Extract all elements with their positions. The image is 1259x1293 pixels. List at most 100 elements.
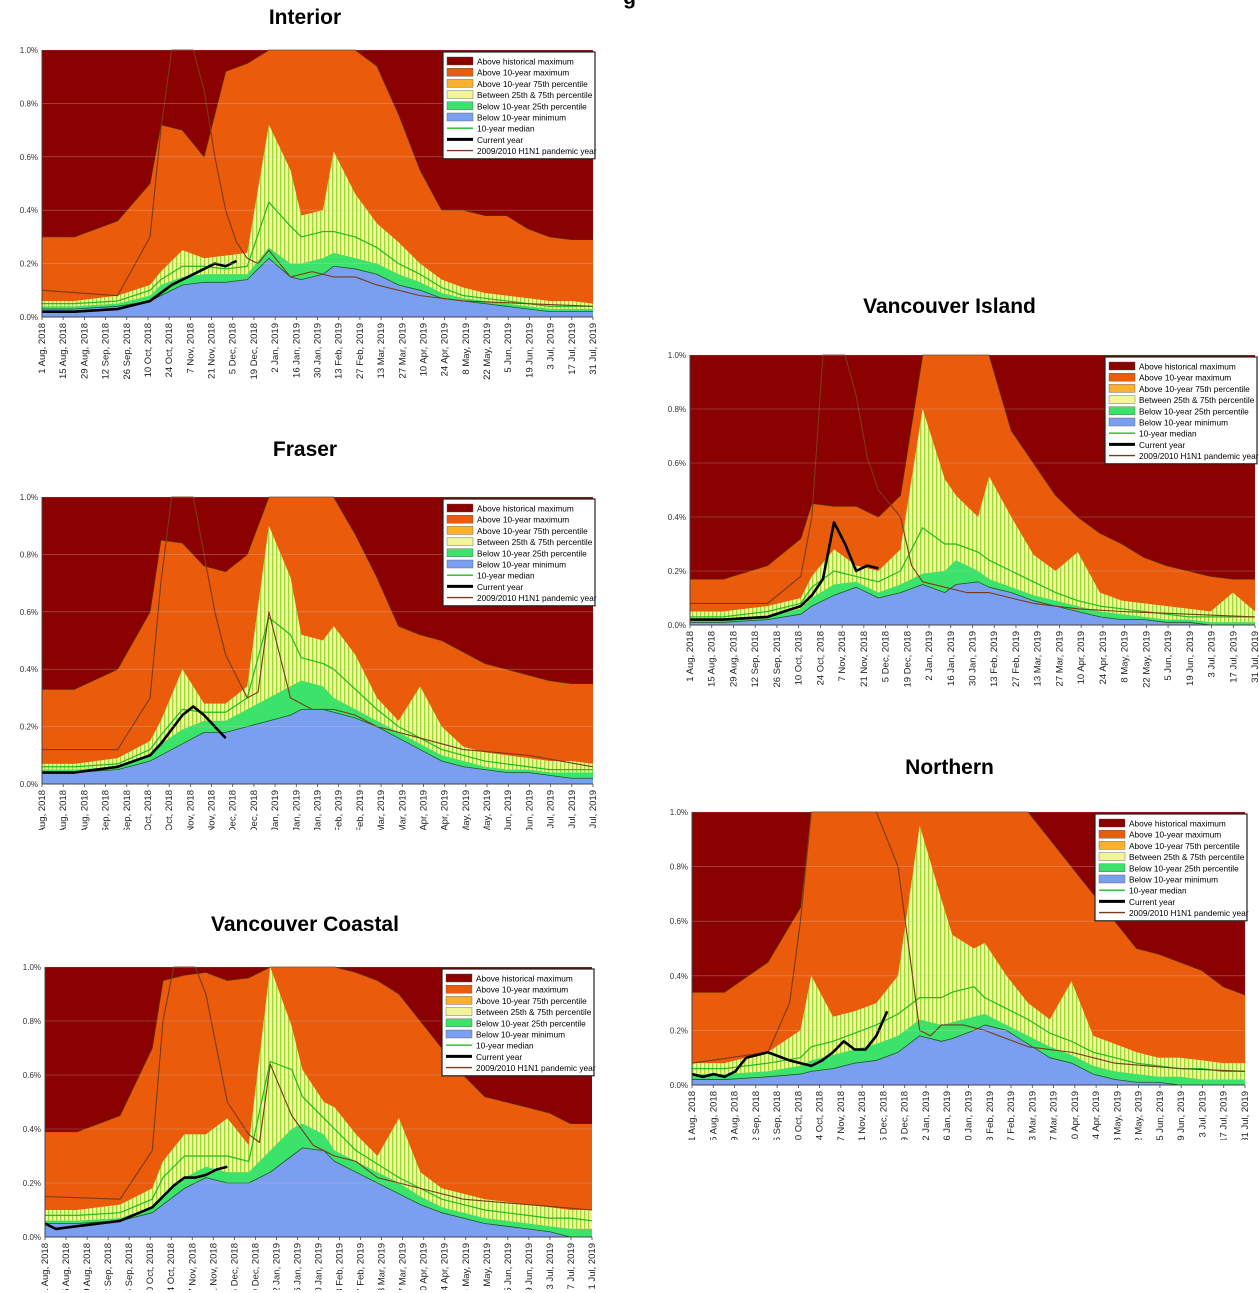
x-tick-label: 13 Mar, 2019 [376,790,387,830]
x-tick-label: 8 May, 2019 [1112,1091,1123,1140]
x-tick-label: 19 Dec, 2018 [249,323,260,380]
x-tick-label: 10 Apr, 2019 [1076,631,1087,684]
x-tick-label: 8 May, 2019 [461,323,472,375]
x-tick-label: 17 Jul, 2019 [567,323,578,375]
legend-swatch-p75 [446,526,474,535]
legend-label-hist: Above historical maximum [477,57,574,67]
band-below-25th-percentile [42,247,593,312]
x-tick-label: 24 Oct, 2018 [164,323,175,377]
band-between-25th-75th [692,825,1245,1080]
y-tick-label: 0.0% [668,621,686,630]
x-tick-label: 10 Oct, 2018 [793,1091,804,1140]
x-tick-label: 13 Feb, 2019 [334,323,345,379]
x-tick-label: 12 Sep, 2018 [751,1091,762,1140]
x-tick-label: 29 Aug, 2018 [79,790,90,830]
legend-swatch-p75 [1098,841,1126,850]
legend-swatch-min10 [1108,417,1136,427]
legend-swatch-iqr [1108,395,1136,404]
x-tick-label: 2 Jan, 2019 [270,790,281,830]
panel-vancouver-island: Vancouver Island 0.0% 0.2% 0.4% 0.6% 0.8% 1.0… [640,290,1259,690]
x-tick-label: 16 Jan, 2019 [292,1243,303,1290]
x-tick-label: 22 May, 2019 [482,1243,493,1290]
legend-label-hist: Above historical maximum [1129,819,1226,829]
y-tick-label: 0.2% [20,260,38,269]
chart-title: Northern [905,756,994,779]
legend-label-current: Current year [1129,897,1175,907]
x-tick-label: 10 Oct, 2018 [143,790,154,830]
page-title-fragment: g [0,0,1259,10]
x-tick-label: 19 Jun, 2019 [1176,1091,1187,1140]
x-tick-label: 10 Apr, 2019 [1070,1091,1081,1140]
legend-swatch-p75 [446,79,474,88]
x-tick-label: 13 Mar, 2019 [1033,631,1044,686]
x-tick-label: 7 Nov, 2018 [836,1091,847,1140]
legend-label-median: 10-year median [476,1041,534,1051]
x-tick-label: 19 Dec, 2018 [902,631,913,688]
legend-label-p25: Below 10-year 25th percentile [1129,863,1239,873]
x-tick-label: 12 Sep, 2018 [101,323,112,380]
y-tick-label: 0.6% [670,917,688,926]
x-tick-label: 31 Jul, 2019 [1240,1091,1251,1140]
x-tick-label: 26 Sep, 2018 [122,790,133,830]
band-above-10-year-maximum [42,50,593,317]
chart-fraser: 0.0% 0.2% 0.4% 0.6% 0.8% 1.0% 1 Aug, 2018 15 Au… [20,493,599,830]
x-tick-label: 29 Aug, 2018 [79,323,90,379]
y-tick-label: 1.0% [20,493,38,502]
band-below-10-year-minimum [42,258,593,317]
current-year-line [42,259,238,313]
legend-swatch-p75 [1108,384,1136,393]
band-below-10-year-minimum [690,581,1255,625]
legend-label-p25: Below 10-year 25th percentile [1139,406,1249,416]
x-tick-label: 30 Jan, 2019 [964,1091,975,1140]
panel-northern: Northern 0.0% 0.2% 0.4% 0.6% 0.8% 1.0% 1 Aug, … [640,750,1259,1140]
x-tick-label: 27 Feb, 2019 [1011,631,1022,687]
y-tick-label: 0.2% [668,567,686,576]
x-tick-label: 7 Nov, 2018 [185,790,196,830]
x-tick-label: 15 Aug, 2018 [58,790,69,830]
x-tick-label: 24 Apr, 2019 [1091,1091,1102,1140]
x-tick-label: 17 Jul, 2019 [566,1243,577,1290]
current-year-line [690,521,879,621]
x-tick-label: 24 Oct, 2018 [815,631,826,685]
x-tick-label: 5 Jun, 2019 [503,790,514,830]
y-tick-label: 0.8% [20,550,38,559]
y-tick-label: 0.8% [670,863,688,872]
legend-swatch-min10 [445,1029,473,1039]
band-below-10-year-minimum [45,1147,592,1237]
legend-swatch-hist [1108,361,1136,371]
x-tick-label: 31 Jul, 2019 [587,1243,598,1290]
x-tick-label: 21 Nov, 2018 [207,323,218,379]
x-tick-label: 10 Oct, 2018 [145,1243,156,1290]
x-tick-label: 13 Feb, 2019 [985,1091,996,1140]
band-below-10-year-minimum [692,1024,1245,1085]
x-tick-label: 24 Oct, 2018 [164,790,175,830]
y-tick-label: 1.0% [20,46,38,55]
x-tick-label: 3 Jul, 2019 [545,1243,556,1289]
x-tick-label: 2 Jan, 2019 [921,1091,932,1140]
panel-vancouver-coastal: Vancouver Coastal 0.0% 0.2% 0.4% 0.6% 0.8% 1.… [0,905,610,1290]
legend-label-current: Current year [476,1052,522,1062]
x-tick-label: 3 Jul, 2019 [546,323,557,369]
y-tick-label: 1.0% [23,963,41,972]
legend-swatch-hist [446,56,474,66]
median-line [42,201,593,307]
legend-label-pandemic: 2009/2010 H1N1 pandemic year [1129,908,1249,918]
x-tick-label: 13 Mar, 2019 [377,1243,388,1290]
y-tick-label: 0.4% [668,513,686,522]
legend-swatch-p25 [446,548,474,558]
x-tick-label: 19 Jun, 2019 [524,790,535,830]
legend-swatch-max10 [446,514,474,524]
x-tick-label: 13 Feb, 2019 [334,790,345,830]
x-tick-label: 24 Oct, 2018 [815,1091,826,1140]
legend-label-p75: Above 10-year 75th percentile [1129,841,1240,851]
y-tick-label: 0.8% [668,405,686,414]
x-tick-label: 3 Jul, 2019 [546,790,557,830]
x-tick-label: 27 Feb, 2019 [356,1243,367,1290]
y-tick-label: 0.0% [20,313,38,322]
y-tick-label: 0.2% [23,1179,41,1188]
legend-label-max10: Above 10-year maximum [477,68,569,78]
legend-label-p75: Above 10-year 75th percentile [477,79,588,89]
x-tick-label: 27 Mar, 2019 [398,1243,409,1290]
legend-label-hist: Above historical maximum [1139,362,1236,372]
median-line [42,616,593,771]
